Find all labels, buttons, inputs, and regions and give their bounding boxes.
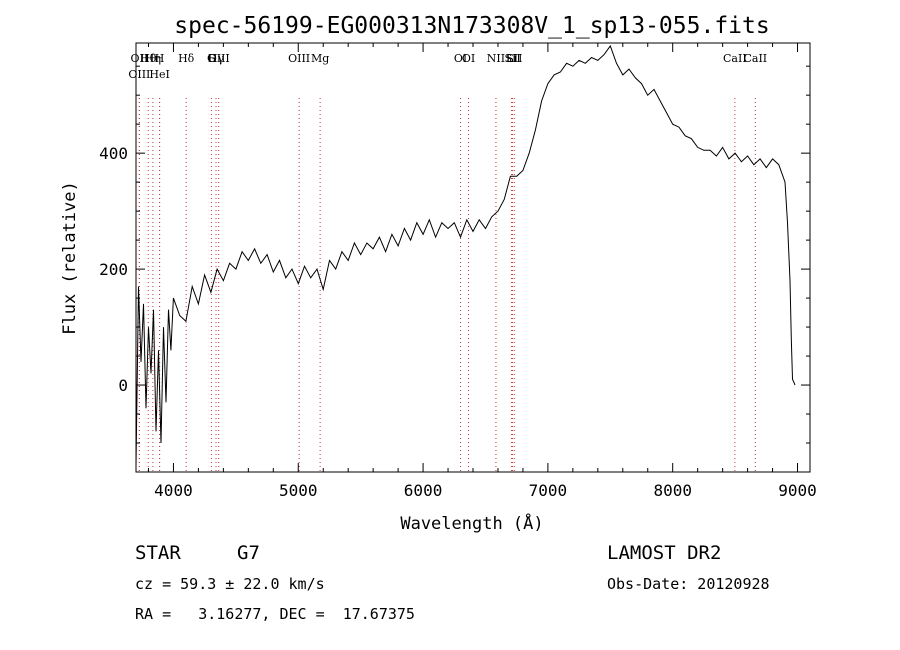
line-marker-label: Mg — [311, 52, 329, 65]
line-marker-label: OI — [462, 52, 475, 65]
object-class: STAR — [135, 542, 181, 564]
line-marker-label: Hδ — [178, 52, 195, 65]
redshift-velocity: cz = 59.3 ± 22.0 km/s — [135, 575, 325, 593]
line-marker-label: Hγ — [208, 52, 225, 65]
x-tick-label: 7000 — [529, 481, 568, 500]
y-tick-label: 200 — [99, 260, 128, 279]
line-marker-label: OI — [454, 52, 467, 65]
line-marker-label: SII — [504, 52, 520, 65]
line-marker-label: Hη — [145, 52, 161, 65]
object-subclass: G7 — [237, 542, 260, 564]
chart-title: spec-56199-EG000313N173308V_1_sp13-055.f… — [174, 13, 769, 39]
x-tick-label: 8000 — [653, 481, 692, 500]
axis-ticks: 4000 5000 6000 7000 8000 9000 0 200 400 — [99, 43, 817, 500]
line-marker-label: OIII — [128, 68, 150, 81]
line-marker-label: H — [155, 52, 165, 65]
y-axis-label: Flux (relative) — [60, 181, 80, 335]
coordinates: RA = 3.16277, DEC = 17.67375 — [135, 605, 415, 623]
y-tick-label: 400 — [99, 144, 128, 163]
line-marker-label: Hθ — [140, 52, 157, 65]
observation-date: Obs-Date: 20120928 — [607, 575, 770, 593]
x-tick-label: 4000 — [154, 481, 193, 500]
x-axis-label: Wavelength (Å) — [400, 512, 543, 534]
line-marker-label: HeI — [149, 68, 169, 81]
line-marker-label: NII — [487, 52, 505, 65]
spectrum-line — [135, 44, 796, 467]
line-marker-label: SII — [506, 52, 522, 65]
y-tick-label: 0 — [118, 376, 128, 395]
line-marker-label: OIII — [208, 52, 230, 65]
survey-name: LAMOST DR2 — [607, 542, 722, 564]
line-marker-label: OII — [131, 52, 149, 65]
line-marker-label: Li — [506, 52, 517, 65]
line-marker-label: G — [207, 52, 216, 65]
line-marker-label: OIII — [288, 52, 310, 65]
plot-frame — [135, 42, 811, 473]
x-tick-label: 5000 — [279, 481, 318, 500]
line-marker-label: CaII — [743, 52, 767, 65]
x-tick-label: 9000 — [778, 481, 817, 500]
line-marker-label: CaII — [723, 52, 747, 65]
x-tick-label: 6000 — [404, 481, 443, 500]
